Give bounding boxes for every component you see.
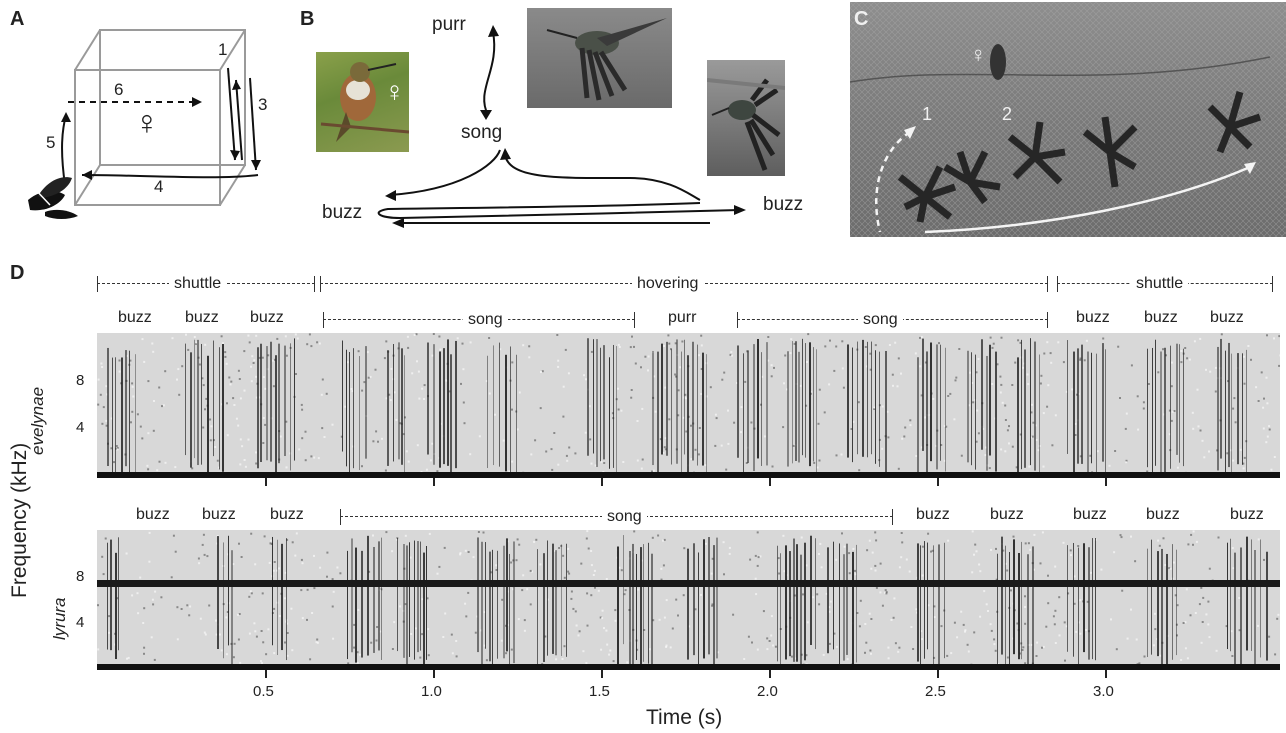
- xtick-mark: [265, 670, 267, 678]
- xtick-label: 3.0: [1093, 683, 1114, 700]
- ytick-8-bottom: 8: [76, 568, 85, 585]
- step-6-label: 6: [114, 80, 124, 99]
- y-axis-label: Frequency (kHz): [8, 442, 31, 598]
- xtick-label: 1.0: [421, 683, 442, 700]
- panel-a-diagram: [28, 29, 261, 219]
- ytick-4-top: 4: [76, 419, 85, 436]
- position-1-label: 1: [922, 104, 933, 124]
- step-5-label: 5: [46, 133, 56, 152]
- sound-bracket-song-1: song: [323, 311, 635, 329]
- step-3-label: 3: [258, 95, 268, 114]
- spectrogram-lyrura: [97, 530, 1280, 670]
- sound-label-bottom: buzz: [202, 506, 236, 523]
- sound-label-top: buzz: [1210, 309, 1244, 326]
- xtick-mark: [1105, 478, 1107, 486]
- diving-hummingbird-photo: [707, 60, 785, 176]
- sound-label-top: buzz: [185, 309, 219, 326]
- flight-sequence-photo: C ♀ 1 2: [850, 2, 1286, 237]
- buzz-left-label: buzz: [322, 202, 363, 223]
- sound-bracket-song-lyrura: song: [340, 508, 893, 526]
- sound-bracket-song-2: song: [737, 311, 1048, 329]
- sound-label-bottom: buzz: [1146, 506, 1180, 523]
- species-label-lyrura: lyrura: [50, 597, 69, 640]
- xtick-mark: [1105, 670, 1107, 678]
- xtick-mark: [601, 478, 603, 486]
- panel-label-b: B: [300, 8, 315, 30]
- ytick-8-top: 8: [76, 372, 85, 389]
- xtick-mark: [937, 478, 939, 486]
- xtick-label: 2.0: [757, 683, 778, 700]
- xtick-mark: [769, 670, 771, 678]
- xtick-label: 0.5: [253, 683, 274, 700]
- sound-label-top: purr: [668, 309, 697, 326]
- xtick-mark: [937, 670, 939, 678]
- buzz-right-label: buzz: [763, 194, 804, 215]
- behavior-bracket-shuttle-2: shuttle: [1057, 275, 1273, 293]
- step-4-label: 4: [154, 177, 164, 196]
- sound-label-top: buzz: [250, 309, 284, 326]
- xtick-label: 1.5: [589, 683, 610, 700]
- female-hummingbird-photo: ♀: [316, 52, 409, 152]
- xtick-mark: [601, 670, 603, 678]
- female-symbol-a: ♀: [134, 104, 160, 142]
- panel-b-arrows: [377, 25, 746, 228]
- panel-label-d: D: [10, 262, 25, 284]
- position-2-label: 2: [1002, 104, 1013, 124]
- behavior-bracket-hovering: hovering: [320, 275, 1048, 293]
- sound-label-top: buzz: [1144, 309, 1178, 326]
- sound-label-bottom: buzz: [270, 506, 304, 523]
- xtick-mark: [433, 478, 435, 486]
- panel-label-a: A: [10, 8, 25, 30]
- spectrogram-evelynae: [97, 333, 1280, 478]
- panel-label-c: C: [854, 8, 869, 30]
- step-1-label: 1: [218, 40, 228, 59]
- sound-label-bottom: buzz: [1073, 506, 1107, 523]
- x-axis-label: Time (s): [646, 706, 723, 729]
- sound-label-bottom: buzz: [1230, 506, 1264, 523]
- hovering-hummingbird-photo: [527, 8, 672, 108]
- sound-label-bottom: buzz: [136, 506, 170, 523]
- purr-label: purr: [432, 14, 466, 35]
- sound-label-top: buzz: [1076, 309, 1110, 326]
- sound-label-bottom: buzz: [916, 506, 950, 523]
- xtick-mark: [265, 478, 267, 486]
- female-symbol-b: ♀: [384, 76, 405, 107]
- female-symbol-c: ♀: [970, 42, 987, 67]
- ytick-4-bottom: 4: [76, 614, 85, 631]
- sound-label-top: buzz: [118, 309, 152, 326]
- sound-label-bottom: buzz: [990, 506, 1024, 523]
- xtick-label: 2.5: [925, 683, 946, 700]
- xtick-mark: [433, 670, 435, 678]
- xtick-mark: [769, 478, 771, 486]
- flower-icon: [28, 177, 78, 219]
- song-label: song: [461, 122, 503, 143]
- behavior-bracket-shuttle-1: shuttle: [97, 275, 315, 293]
